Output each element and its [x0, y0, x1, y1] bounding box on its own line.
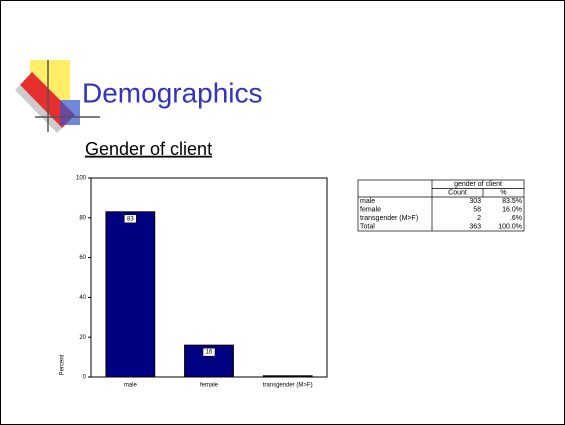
bar: [262, 375, 313, 378]
x-tick-label: transgender (M>F): [263, 383, 313, 389]
table-cell: 83.5%: [502, 198, 522, 205]
table-row-label: male: [360, 198, 375, 205]
table-cell: 363: [469, 224, 481, 231]
table-cell: 16.0%: [502, 207, 522, 214]
slide-title: Demographics: [82, 77, 263, 108]
y-tick-label: 80: [79, 215, 86, 221]
y-tick-label: 0: [83, 375, 87, 381]
pencil-icon: [15, 60, 80, 133]
table-row-label: Total: [360, 224, 375, 231]
table-cell: 2: [477, 215, 481, 222]
data-label-box: [202, 347, 216, 357]
table-cell: 303: [469, 198, 481, 205]
y-tick-label: 100: [76, 176, 87, 182]
table-cell: 58: [473, 207, 481, 214]
table-group-header: gender of client: [454, 181, 502, 188]
table-cell: .6%: [510, 215, 522, 222]
table-row-label: transgender (M>F): [360, 215, 418, 222]
table-frame: [357, 179, 525, 232]
bar: [105, 211, 156, 378]
x-tick-label: female: [200, 383, 219, 389]
data-label: 16: [206, 350, 213, 356]
table-column-header: Count: [448, 190, 467, 197]
table-column-header: %: [500, 190, 506, 197]
table-cell: 100.0%: [498, 224, 522, 231]
data-label-box: [124, 214, 137, 224]
y-tick-label: 40: [79, 295, 86, 301]
x-tick-label: male: [124, 383, 138, 389]
table-row-label: female: [360, 207, 381, 214]
y-tick-label: 60: [79, 255, 86, 261]
slide-subtitle: Gender of client: [85, 139, 212, 159]
data-label: 83: [127, 216, 134, 222]
y-tick-label: 20: [79, 335, 86, 341]
y-axis-label: Percent: [60, 354, 66, 375]
